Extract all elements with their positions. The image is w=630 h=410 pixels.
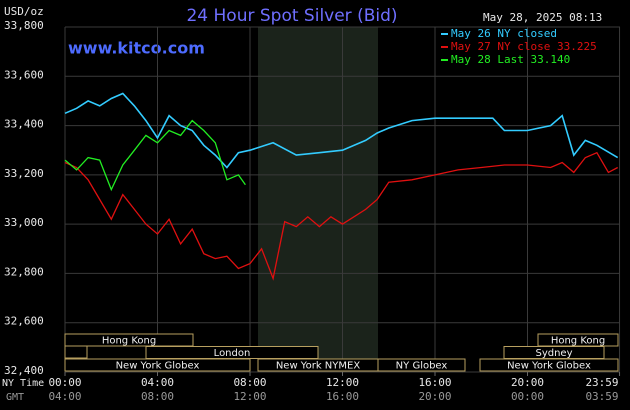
session-label: Sydney (535, 348, 572, 359)
x2-tick-label: 16:00 (326, 390, 359, 403)
session-box (64, 333, 194, 347)
session-label: Hong Kong (551, 336, 605, 347)
x2-tick-label: 12:00 (233, 390, 266, 403)
legend-label: May 27 NY close 33.225 (451, 40, 597, 53)
session-label: New York Globex (507, 361, 591, 372)
legend-label: May 28 Last 33.140 (451, 53, 570, 66)
x2-tick-label: 03:59 (585, 390, 618, 403)
y-tick-label: 32,400 (4, 364, 44, 377)
session-box (64, 345, 88, 359)
y-tick-label: 33,600 (4, 68, 44, 81)
unit-label: USD/oz (4, 5, 44, 18)
x-tick-label: 20:00 (511, 376, 544, 389)
y-tick-label: 32,600 (4, 315, 44, 328)
x-tick-label: 04:00 (141, 376, 174, 389)
ny-time-label: NY Time (2, 378, 44, 389)
session-label: Hong Kong (102, 336, 156, 347)
session-label: New York Globex (116, 361, 200, 372)
x2-tick-label: 04:00 (48, 390, 81, 403)
y-tick-label: 33,400 (4, 118, 44, 131)
x2-tick-label: 00:00 (511, 390, 544, 403)
y-tick-label: 33,200 (4, 167, 44, 180)
x2-tick-label: 20:00 (418, 390, 451, 403)
market-sessions: Hong Kong London New York Globex New York N… (64, 333, 619, 372)
session-label: New York NYMEX (276, 361, 361, 372)
site-url: www.kitco.com (68, 39, 205, 58)
session-box (377, 358, 466, 372)
x-tick-label: 00:00 (48, 376, 81, 389)
x-tick-label: 08:00 (233, 376, 266, 389)
y-tick-label: 33,800 (4, 19, 44, 32)
session-box (479, 358, 619, 372)
y-tick-label: 33,000 (4, 216, 44, 229)
y-tick-label: 32,800 (4, 265, 44, 278)
session-label: NY Globex (396, 361, 448, 372)
x2-tick-label: 08:00 (141, 390, 174, 403)
series-line (64, 151, 619, 281)
x-tick-label: 16:00 (418, 376, 451, 389)
series-line (64, 92, 619, 169)
timestamp: May 28, 2025 08:13 (483, 11, 602, 24)
x-tick-label: 12:00 (326, 376, 359, 389)
session-label: London (214, 348, 251, 359)
x-tick-label: 23:59 (585, 376, 618, 389)
legend-label: May 26 NY closed (451, 27, 557, 40)
ny-session-shade (258, 27, 378, 372)
gmt-label: GMT (6, 392, 24, 403)
session-box (64, 358, 251, 372)
series-line (64, 119, 246, 192)
chart-title: 24 Hour Spot Silver (Bid) (186, 6, 397, 26)
